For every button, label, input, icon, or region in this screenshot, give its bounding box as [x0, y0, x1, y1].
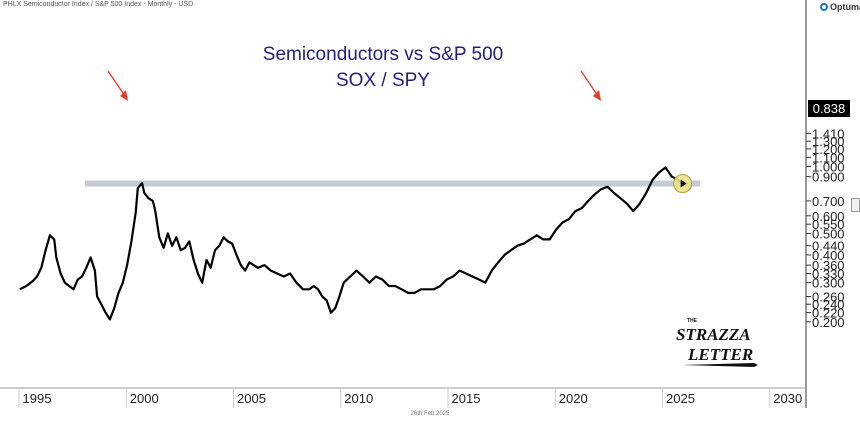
y-tick-label: 0.300 — [812, 276, 845, 291]
last-value-box — [808, 100, 850, 117]
y-tick-label: 0.400 — [812, 248, 845, 263]
x-tick-label: 1995 — [23, 391, 52, 406]
brand-name: Optuma — [830, 2, 860, 12]
y-tick-label: 0.600 — [812, 209, 845, 224]
y-tick-label: 0.260 — [812, 289, 845, 304]
strazza-logo: THE STRAZZA LETTER — [676, 318, 758, 367]
chart-title: Semiconductors vs S&P 500 — [263, 44, 503, 65]
series-line — [19, 166, 684, 321]
last-value-label: 0.838 — [813, 101, 846, 116]
x-tick-label: 2015 — [452, 391, 481, 406]
logo-line3: LETTER — [687, 345, 753, 364]
brand-logo: Optuma — [820, 2, 860, 12]
chart-date: 26th Feb 2025 — [410, 411, 450, 417]
y-tick-label: 1.300 — [812, 134, 845, 149]
y-tick-label: 0.900 — [812, 170, 845, 185]
x-tick-label: 2010 — [344, 391, 373, 406]
logo-line2: STRAZZA — [676, 325, 751, 344]
x-tick-label: 2020 — [559, 391, 588, 406]
y-tick-label: 0.220 — [812, 306, 845, 321]
chart-header: PHLX Semiconductor Index / S&P 500 Index… — [3, 1, 194, 8]
scroll-handle[interactable] — [851, 198, 860, 212]
y-tick-label: 1.000 — [812, 160, 845, 175]
y-tick-label: 1.100 — [812, 150, 845, 165]
x-tick-label: 2000 — [130, 391, 159, 406]
y-tick-label: 0.360 — [812, 258, 845, 273]
y-tick-label: 0.440 — [812, 239, 845, 254]
resistance-band — [85, 180, 700, 187]
y-tick-label: 0.700 — [812, 194, 845, 209]
y-tick-label: 1.410 — [812, 126, 845, 141]
y-tick-label: 0.240 — [812, 297, 845, 312]
arrow-2000-top — [107, 70, 128, 101]
pen-icon — [682, 363, 758, 367]
arrow-2021-top — [580, 70, 601, 101]
brand-icon — [820, 3, 828, 11]
x-tick-label: 2025 — [666, 391, 695, 406]
y-tick-label: 1.200 — [812, 142, 845, 157]
logo-line1: THE — [687, 318, 698, 324]
cursor-icon — [680, 179, 687, 188]
y-tick-label: 0.550 — [812, 217, 845, 232]
y-tick-label: 0.200 — [812, 315, 845, 330]
chart-subtitle: SOX / SPY — [336, 70, 430, 91]
x-tick-label: 2005 — [237, 391, 266, 406]
x-tick-label: 2030 — [773, 391, 802, 406]
y-tick-label: 0.330 — [812, 266, 845, 281]
y-tick-label: 0.500 — [812, 226, 845, 241]
